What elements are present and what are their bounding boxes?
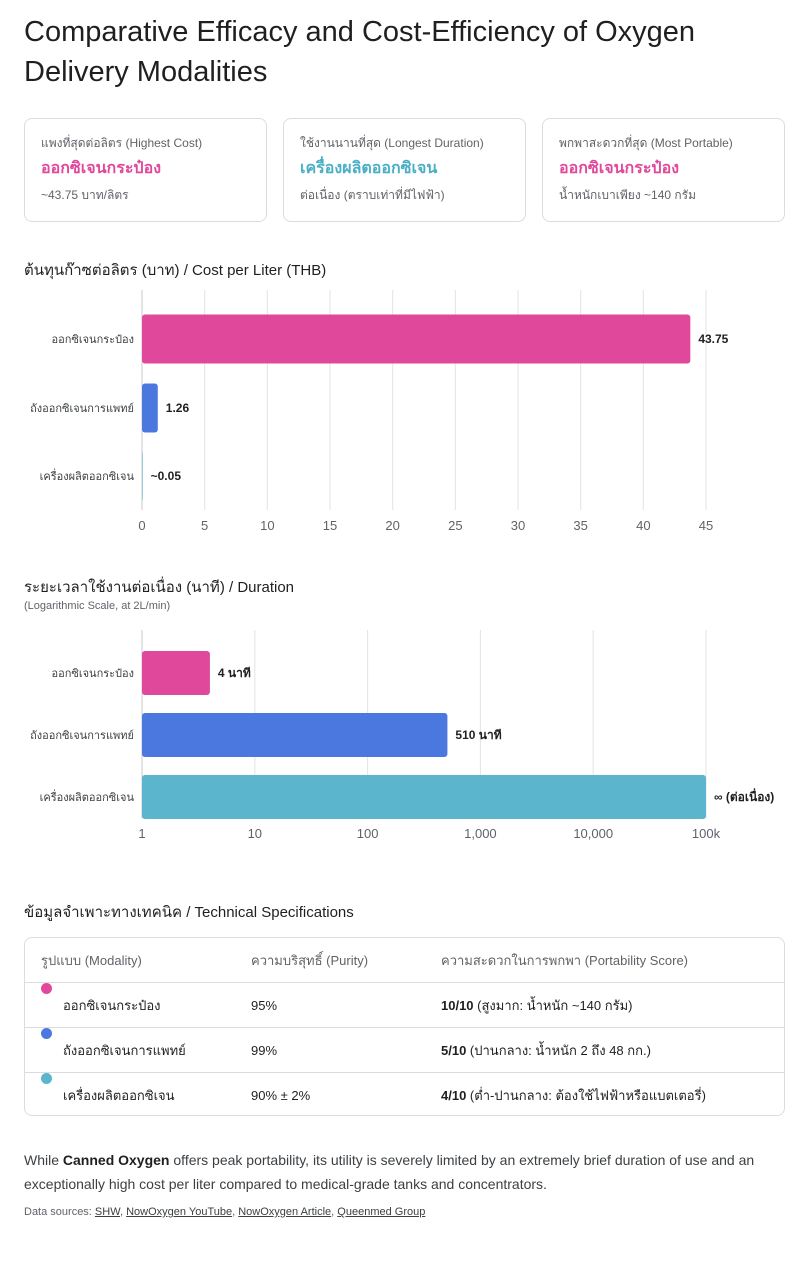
category-label: ออกซิเจนกระป๋อง bbox=[52, 668, 135, 680]
x-tick-label: 10,000 bbox=[573, 826, 613, 841]
bar bbox=[142, 451, 143, 501]
source-link-nowoxygen-youtube[interactable]: NowOxygen YouTube bbox=[126, 1206, 233, 1218]
modality-name: เครื่องผลิตออกซิเจน bbox=[63, 1088, 175, 1103]
duration-chart-subtitle: (Logarithmic Scale, at 2L/min) bbox=[24, 600, 171, 612]
x-tick-label: 15 bbox=[323, 518, 337, 533]
data-label: 1.26 bbox=[166, 401, 190, 415]
x-tick-label: 30 bbox=[511, 518, 525, 533]
color-dot bbox=[41, 1028, 52, 1039]
data-label: ~0.05 bbox=[151, 469, 182, 483]
data-label: 43.75 bbox=[698, 332, 728, 346]
bar bbox=[142, 383, 158, 433]
column-header: ความบริสุทธิ์ (Purity) bbox=[251, 953, 369, 968]
card-value: เครื่องผลิตออกซิเจน bbox=[300, 160, 438, 177]
x-tick-label: 0 bbox=[138, 518, 145, 533]
category-label: ถังออกซิเจนการแพทย์ bbox=[30, 729, 134, 742]
purity-value: 99% bbox=[251, 1043, 278, 1058]
table-row: เครื่องผลิตออกซิเจน 90% ± 2% 4/10 (ต่ำ-ป… bbox=[25, 1073, 784, 1115]
purity-value: 95% bbox=[251, 998, 278, 1013]
card-label: ใช้งานนานที่สุด (Longest Duration) bbox=[300, 136, 484, 150]
x-tick-label: 40 bbox=[636, 518, 650, 533]
bar bbox=[142, 713, 448, 757]
x-tick-label: 45 bbox=[699, 518, 713, 533]
specs-table: รูปแบบ (Modality) ความบริสุทธิ์ (Purity)… bbox=[24, 937, 785, 1116]
column-header: รูปแบบ (Modality) bbox=[41, 953, 142, 968]
summary-text: While Canned Oxygen offers peak portabil… bbox=[24, 1148, 779, 1196]
portability-note: (ปานกลาง: น้ำหนัก 2 ถึง 48 กก.) bbox=[466, 1043, 651, 1058]
cost-per-liter-chart: 0 5 10 15 20 25 30 35 40 45 ออกซิเจนกระป๋อง 43.75 ถั… bbox=[30, 290, 729, 533]
purity-value: 90% ± 2% bbox=[251, 1088, 311, 1103]
portability-note: (สูงมาก: น้ำหนัก ~140 กรัม) bbox=[473, 998, 633, 1013]
data-label: ∞ (ต่อเนื่อง) bbox=[714, 788, 774, 804]
category-label: ถังออกซิเจนการแพทย์ bbox=[30, 402, 134, 415]
x-tick-label: 5 bbox=[201, 518, 208, 533]
card-highest-cost: แพงที่สุดต่อลิตร (Highest Cost) ออกซิเจน… bbox=[24, 118, 267, 222]
card-value: ออกซิเจนกระป๋อง bbox=[559, 160, 679, 177]
x-tick-label: 20 bbox=[385, 518, 399, 533]
table-header-row: รูปแบบ (Modality) ความบริสุทธิ์ (Purity)… bbox=[25, 938, 784, 983]
table-row: ถังออกซิเจนการแพทย์ 99% 5/10 (ปานกลาง: น… bbox=[25, 1028, 784, 1073]
modality-name: ถังออกซิเจนการแพทย์ bbox=[63, 1043, 186, 1058]
source-link-shw[interactable]: SHW bbox=[94, 1206, 120, 1218]
duration-chart: 1 10 100 1,000 10,000 100k ออกซิเจนกระป๋อง 4 นา… bbox=[30, 630, 774, 841]
portability-score: 4/10 bbox=[441, 1088, 467, 1103]
bar bbox=[142, 775, 706, 819]
x-tick-label: 10 bbox=[260, 518, 274, 533]
portability-value: 5/10 (ปานกลาง: น้ำหนัก 2 ถึง 48 กก.) bbox=[441, 1028, 651, 1073]
data-sources: Data sources: SHW, NowOxygen YouTube, No… bbox=[24, 1206, 426, 1218]
portability-note: (ต่ำ-ปานกลาง: ต้องใช้ไฟฟ้าหรือแบตเตอรี่) bbox=[466, 1088, 706, 1103]
card-sub: น้ำหนักเบาเพียง ~140 กรัม bbox=[559, 188, 696, 202]
card-label: พกพาสะดวกที่สุด (Most Portable) bbox=[559, 136, 733, 150]
x-tick-label: 100k bbox=[692, 826, 721, 841]
portability-value: 4/10 (ต่ำ-ปานกลาง: ต้องใช้ไฟฟ้าหรือแบตเต… bbox=[441, 1073, 706, 1115]
portability-value: 10/10 (สูงมาก: น้ำหนัก ~140 กรัม) bbox=[441, 983, 633, 1028]
color-dot bbox=[41, 983, 52, 994]
card-value: ออกซิเจนกระป๋อง bbox=[41, 160, 161, 177]
sources-label: Data sources: bbox=[24, 1206, 95, 1218]
portability-score: 10/10 bbox=[441, 998, 474, 1013]
data-label: 4 นาที bbox=[218, 666, 251, 680]
x-tick-label: 10 bbox=[248, 826, 262, 841]
x-tick-label: 25 bbox=[448, 518, 462, 533]
table-row: ออกซิเจนกระป๋อง 95% 10/10 (สูงมาก: น้ำหน… bbox=[25, 983, 784, 1028]
portability-score: 5/10 bbox=[441, 1043, 467, 1058]
x-tick-label: 1,000 bbox=[464, 826, 497, 841]
card-sub: ต่อเนื่อง (ตราบเท่าที่มีไฟฟ้า) bbox=[300, 188, 445, 202]
summary-cards: แพงที่สุดต่อลิตร (Highest Cost) ออกซิเจน… bbox=[24, 118, 785, 222]
modality-name: ออกซิเจนกระป๋อง bbox=[63, 998, 161, 1013]
card-sub: ~43.75 บาท/ลิตร bbox=[41, 188, 129, 202]
summary-highlight: Canned Oxygen bbox=[62, 1152, 170, 1168]
x-tick-label: 100 bbox=[357, 826, 379, 841]
bar bbox=[142, 314, 691, 364]
x-tick-label: 35 bbox=[573, 518, 587, 533]
card-longest-duration: ใช้งานนานที่สุด (Longest Duration) เครื่… bbox=[283, 118, 526, 222]
source-link-nowoxygen-article[interactable]: NowOxygen Article bbox=[238, 1206, 332, 1218]
category-label: เครื่องผลิตออกซิเจน bbox=[40, 789, 135, 804]
duration-chart-title: ระยะเวลาใช้งานต่อเนื่อง (นาที) / Duratio… bbox=[24, 579, 295, 596]
source-link-queenmed-group[interactable]: Queenmed Group bbox=[337, 1206, 426, 1218]
category-label: ออกซิเจนกระป๋อง bbox=[52, 334, 135, 346]
column-header: ความสะดวกในการพกพา (Portability Score) bbox=[441, 953, 689, 968]
summary-post: offers peak portability, its utility is … bbox=[24, 1152, 755, 1192]
page-title: Comparative Efficacy and Cost-Efficiency… bbox=[24, 16, 696, 88]
bar bbox=[142, 651, 210, 695]
card-most-portable: พกพาสะดวกที่สุด (Most Portable) ออกซิเจน… bbox=[542, 118, 785, 222]
card-label: แพงที่สุดต่อลิตร (Highest Cost) bbox=[41, 136, 203, 150]
category-label: เครื่องผลิตออกซิเจน bbox=[40, 468, 135, 483]
data-label: 510 นาที bbox=[455, 728, 501, 742]
color-dot bbox=[41, 1073, 52, 1084]
cost-chart-title: ต้นทุนก๊าซต่อลิตร (บาท) / Cost per Liter… bbox=[24, 262, 327, 279]
summary-pre: While bbox=[24, 1152, 63, 1168]
x-tick-label: 1 bbox=[138, 826, 145, 841]
specs-title: ข้อมูลจำเพาะทางเทคนิค / Technical Specif… bbox=[24, 904, 354, 921]
